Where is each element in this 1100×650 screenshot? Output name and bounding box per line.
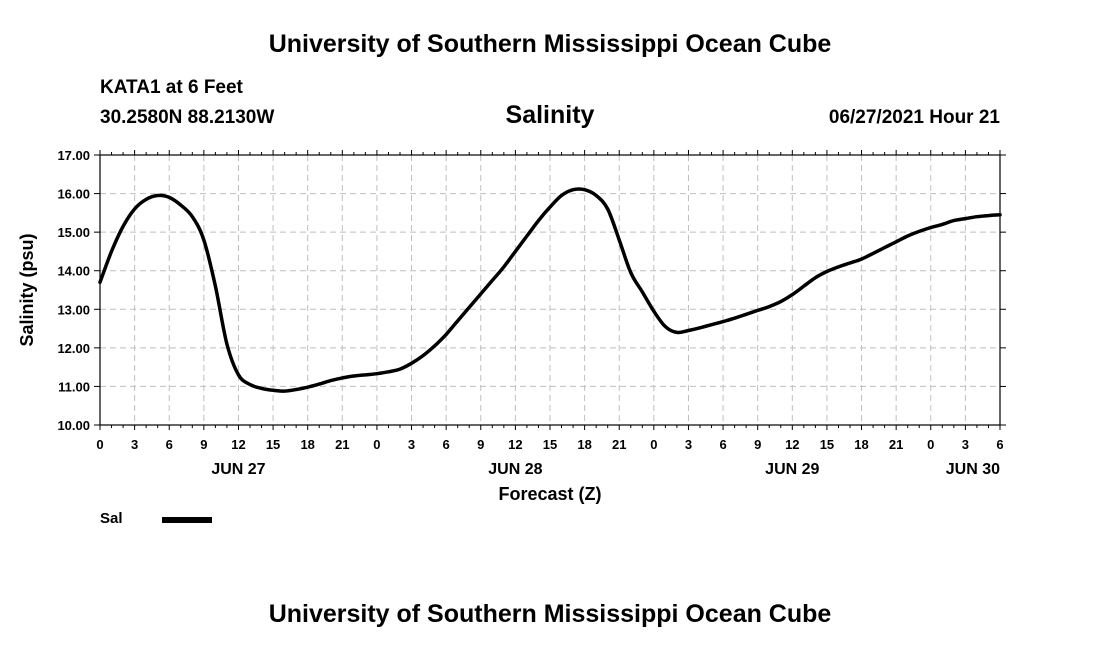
y-tick-label: 14.00 xyxy=(57,264,90,279)
x-tick-label: 18 xyxy=(577,437,591,452)
y-tick-label: 10.00 xyxy=(57,418,90,433)
x-tick-label: 6 xyxy=(166,437,173,452)
legend-swatch xyxy=(162,517,212,523)
y-tick-label: 11.00 xyxy=(58,379,90,394)
x-tick-label: 6 xyxy=(996,437,1003,452)
y-tick-label: 17.00 xyxy=(57,148,90,163)
forecast-run-time: 06/27/2021 Hour 21 xyxy=(828,107,1000,128)
station-name: KATA1 at 6 Feet xyxy=(100,77,243,98)
tick-label-layer: 10.00 11.00 12.00 13.00 14.00 15.00 16.00 17.00… xyxy=(57,148,1003,478)
chart-title: Salinity xyxy=(505,101,595,129)
y-axis-label: Salinity (psu) xyxy=(17,233,37,346)
x-tick-label: 18 xyxy=(854,437,868,452)
plot-frame xyxy=(99,154,1001,426)
x-tick-label: 12 xyxy=(508,437,522,452)
x-tick-label: 21 xyxy=(612,437,626,452)
x-tick-label: 9 xyxy=(754,437,761,452)
x-tick-label: 21 xyxy=(335,437,349,452)
x-tick-label: 6 xyxy=(443,437,450,452)
x-tick-label: 3 xyxy=(685,437,692,452)
x-tick-label: 0 xyxy=(927,437,934,452)
x-tick-label: 12 xyxy=(785,437,799,452)
x-tick-label: 12 xyxy=(231,437,245,452)
x-tick-label: 0 xyxy=(373,437,380,452)
x-tick-label: 3 xyxy=(408,437,415,452)
x-tick-label: 15 xyxy=(543,437,557,452)
x-tick-label: 3 xyxy=(131,437,138,452)
legend-label: Sal xyxy=(100,510,123,527)
x-tick-label: 21 xyxy=(889,437,903,452)
page-title: University of Southern Mississippi Ocean… xyxy=(268,30,832,58)
day-label: JUN 29 xyxy=(765,461,819,478)
x-tick-label: 0 xyxy=(650,437,657,452)
y-tick-label: 15.00 xyxy=(57,225,90,240)
day-label: JUN 30 xyxy=(946,461,1000,478)
day-label: JUN 27 xyxy=(211,461,265,478)
x-tick-label: 0 xyxy=(96,437,103,452)
x-tick-label: 15 xyxy=(266,437,280,452)
x-tick-label: 15 xyxy=(820,437,834,452)
y-tick-label: 12.00 xyxy=(57,341,90,356)
y-tick-label: 16.00 xyxy=(57,187,90,202)
x-tick-label: 9 xyxy=(200,437,207,452)
salinity-series-line xyxy=(98,187,1002,393)
x-tick-label: 6 xyxy=(719,437,726,452)
y-tick-label: 13.00 xyxy=(57,302,90,317)
footer-title: University of Southern Mississippi Ocean… xyxy=(268,600,832,628)
x-tick-label: 9 xyxy=(477,437,484,452)
grid-layer xyxy=(100,155,1000,425)
day-label: JUN 28 xyxy=(488,461,542,478)
x-axis-label: Forecast (Z) xyxy=(498,484,601,504)
x-tick-label: 3 xyxy=(962,437,969,452)
x-tick-label: 18 xyxy=(300,437,314,452)
station-coordinates: 30.2580N 88.2130W xyxy=(100,107,275,128)
